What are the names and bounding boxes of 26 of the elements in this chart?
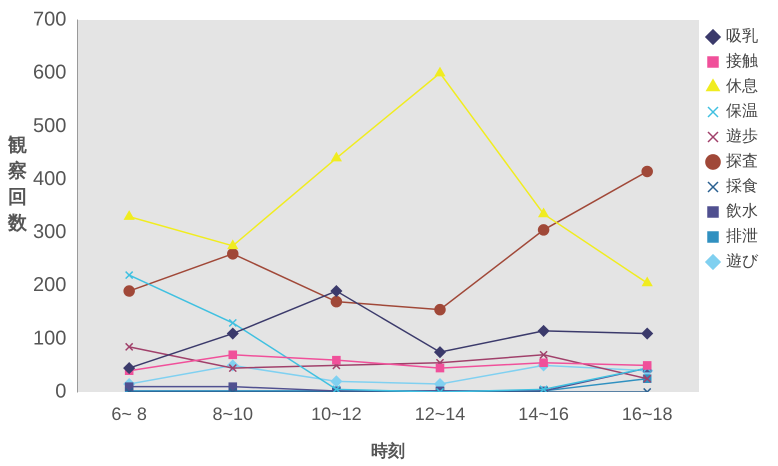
y-axis-title: 観察回数 [8,133,28,236]
legend-label: 飲水 [726,201,758,220]
x-tick-label: 6~ 8 [111,404,147,424]
x-tick-label: 10~12 [311,404,362,424]
y-tick-label: 600 [32,62,66,84]
legend-label: 遊び [726,251,759,270]
legend-label: 探査 [726,151,758,170]
legend-label: 保温 [726,101,758,120]
x-tick-label: 12~14 [414,404,466,424]
y-tick-label: 200 [32,274,66,296]
y-tick-label: 700 [32,8,66,31]
x-axis-title: 時刻 [371,441,406,460]
x-tick-label: 8~10 [212,404,254,424]
legend-label: 接触 [726,51,758,70]
legend-label: 休息 [726,76,758,96]
x-tick-label: 16~18 [622,404,672,424]
y-tick-label: 500 [32,114,66,137]
y-tick-label: 100 [32,327,66,350]
x-tick-label: 14~16 [518,404,569,424]
y-tick-label: 0 [55,380,66,403]
y-tick-label: 400 [32,168,66,190]
legend-label: 採食 [726,176,758,196]
legend-label: 遊歩 [726,126,758,146]
legend-label: 排泄 [726,226,758,246]
legend-label: 吸乳 [726,26,758,46]
y-tick-label: 300 [32,221,66,244]
